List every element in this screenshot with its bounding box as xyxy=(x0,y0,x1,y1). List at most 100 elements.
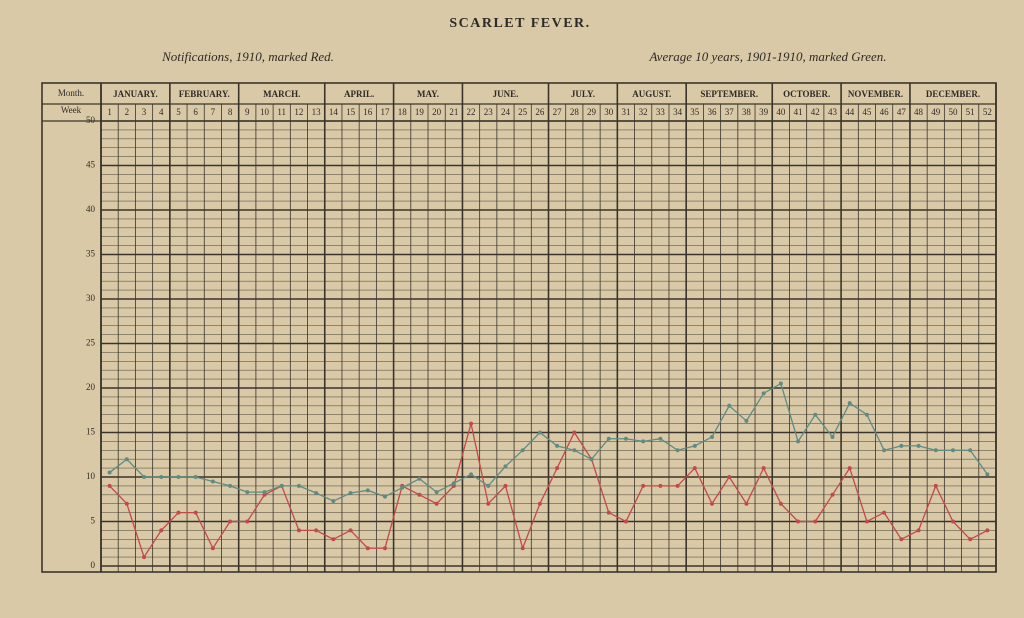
point xyxy=(778,501,783,506)
week-label: 46 xyxy=(880,107,890,117)
month-label: AUGUST. xyxy=(632,89,671,99)
point xyxy=(916,443,921,448)
week-label: 25 xyxy=(518,107,528,117)
point xyxy=(176,475,181,479)
week-label: 38 xyxy=(742,107,752,117)
month-label: JULY. xyxy=(571,89,595,99)
point xyxy=(658,436,663,441)
point xyxy=(692,443,697,448)
point xyxy=(314,528,319,533)
week-label: 7 xyxy=(211,107,216,117)
point xyxy=(692,466,697,471)
week-label: 32 xyxy=(639,107,648,117)
point xyxy=(382,546,387,551)
point xyxy=(847,401,852,406)
week-label: 23 xyxy=(484,107,494,117)
point xyxy=(572,448,577,453)
week-label: 6 xyxy=(193,107,198,117)
y-tick-label: 35 xyxy=(86,249,96,259)
point xyxy=(675,448,680,453)
point xyxy=(830,492,835,497)
y-tick-label: 15 xyxy=(86,427,96,437)
point xyxy=(107,470,112,475)
month-label: JUNE. xyxy=(493,89,519,99)
week-label: 27 xyxy=(553,107,563,117)
point xyxy=(193,475,198,479)
week-label: 43 xyxy=(828,107,838,117)
point xyxy=(830,434,835,439)
week-label: 41 xyxy=(794,107,803,117)
point xyxy=(589,457,594,462)
y-tick-label: 25 xyxy=(86,338,96,348)
y-tick-label: 30 xyxy=(86,293,96,303)
week-label: 20 xyxy=(432,107,442,117)
point xyxy=(296,528,301,533)
week-label: 14 xyxy=(329,107,339,117)
point xyxy=(968,537,973,542)
month-label: MARCH. xyxy=(263,89,300,99)
point xyxy=(331,537,336,542)
point xyxy=(744,501,749,506)
point xyxy=(486,483,491,488)
month-label: NOVEMBER. xyxy=(848,89,903,99)
point xyxy=(916,528,921,533)
point xyxy=(761,391,766,396)
week-label: 15 xyxy=(346,107,356,117)
point xyxy=(968,448,973,453)
point xyxy=(727,403,732,408)
point xyxy=(899,537,904,542)
month-label: APRIL. xyxy=(344,89,374,99)
point xyxy=(882,448,887,453)
month-label: DECEMBER. xyxy=(926,89,980,99)
point xyxy=(658,483,663,488)
month-header: Month. xyxy=(58,88,84,98)
week-label: 47 xyxy=(897,107,907,117)
point xyxy=(417,492,422,497)
point xyxy=(469,421,474,426)
point xyxy=(606,436,611,441)
week-label: 51 xyxy=(966,107,975,117)
point xyxy=(434,490,439,495)
week-label: 28 xyxy=(570,107,580,117)
week-label: 8 xyxy=(228,107,233,117)
point xyxy=(228,483,233,488)
point xyxy=(159,475,164,479)
point xyxy=(555,443,560,448)
point xyxy=(744,418,749,423)
point xyxy=(348,528,353,533)
point xyxy=(210,479,215,484)
week-label: 4 xyxy=(159,107,164,117)
week-label: 10 xyxy=(260,107,270,117)
point xyxy=(279,483,284,488)
point xyxy=(159,528,164,533)
point xyxy=(124,501,129,506)
week-label: 2 xyxy=(125,107,130,117)
point xyxy=(142,475,147,479)
week-label: 17 xyxy=(380,107,390,117)
point xyxy=(382,494,387,499)
week-label: 29 xyxy=(587,107,597,117)
week-label: 36 xyxy=(708,107,718,117)
month-label: JANUARY. xyxy=(113,89,158,99)
point xyxy=(434,501,439,506)
point xyxy=(331,499,336,504)
week-label: 34 xyxy=(673,107,683,117)
point xyxy=(761,466,766,471)
point xyxy=(882,510,887,515)
point xyxy=(451,481,456,486)
point xyxy=(314,491,319,496)
point xyxy=(933,448,938,453)
week-label: 35 xyxy=(690,107,700,117)
point xyxy=(142,555,147,560)
point xyxy=(985,472,990,477)
point xyxy=(486,501,491,506)
point xyxy=(245,490,250,495)
week-label: 37 xyxy=(725,107,735,117)
y-tick-label: 0 xyxy=(91,560,96,570)
point xyxy=(365,546,370,551)
point xyxy=(847,466,852,471)
point xyxy=(641,439,646,444)
week-label: 13 xyxy=(312,107,322,117)
